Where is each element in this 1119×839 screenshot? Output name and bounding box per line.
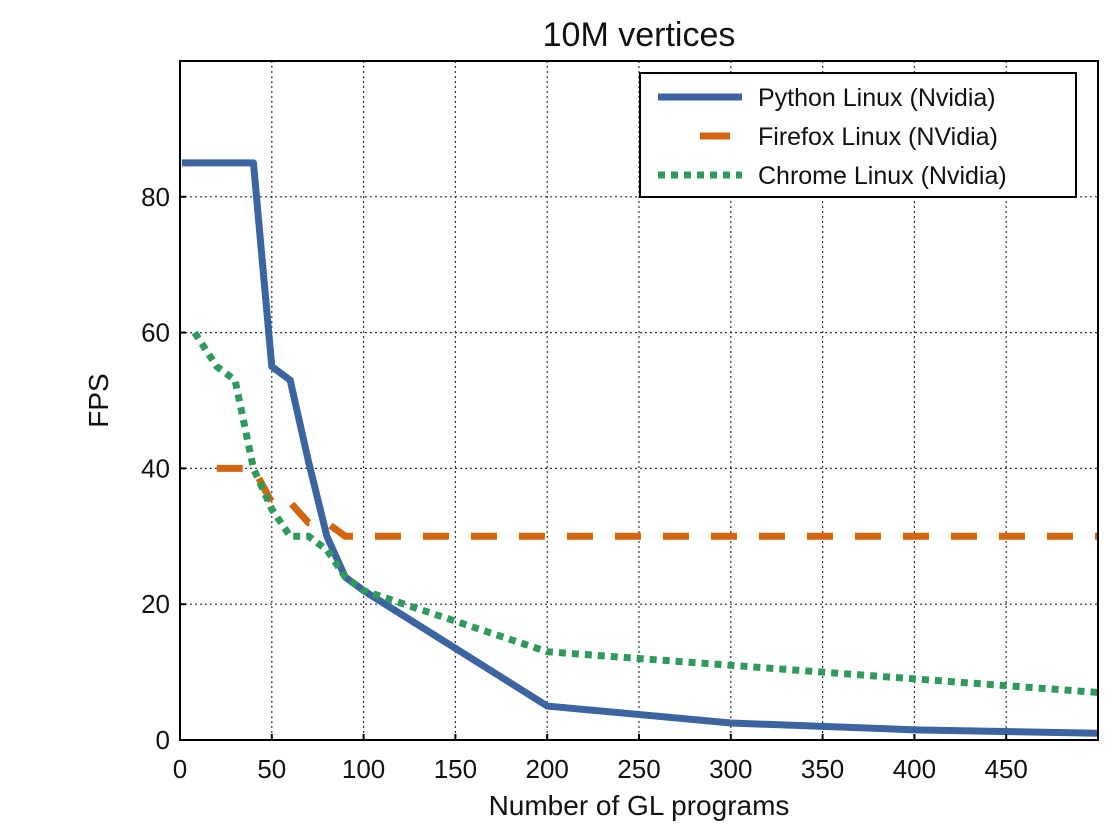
x-tick-label: 200	[526, 754, 569, 784]
x-tick-label: 250	[617, 754, 660, 784]
series-line-1	[181, 159, 1098, 737]
series-line-2	[216, 464, 1098, 540]
series-line-3	[191, 330, 1098, 696]
x-tick-label: 350	[801, 754, 844, 784]
legend: Python Linux (Nvidia) Firefox Linux (NVid…	[639, 72, 1077, 198]
y-tick-label: 0	[156, 725, 170, 755]
legend-label-3: Chrome Linux (Nvidia)	[758, 162, 1007, 190]
y-axis-label: FPS	[83, 373, 114, 427]
x-tick-label: 50	[257, 754, 286, 784]
axis-ticks: 0 50 100 150 200 250 300 350 400 450 0 20 40 60 80	[141, 182, 1028, 784]
x-tick-label: 450	[985, 754, 1028, 784]
x-tick-label: 300	[709, 754, 752, 784]
grid	[179, 61, 1098, 741]
legend-label-1: Python Linux (Nvidia)	[758, 84, 996, 112]
y-tick-label: 80	[141, 182, 170, 212]
series-lines	[181, 159, 1098, 737]
legend-label-2: Firefox Linux (NVidia)	[758, 123, 998, 151]
x-tick-label: 100	[342, 754, 385, 784]
y-tick-label: 60	[141, 318, 170, 348]
chart-title: 10M vertices	[543, 16, 736, 54]
y-tick-label: 20	[141, 589, 170, 619]
x-tick-label: 150	[434, 754, 477, 784]
x-tick-label: 0	[173, 754, 187, 784]
y-tick-label: 40	[141, 453, 170, 483]
x-axis-label: Number of GL programs	[489, 790, 790, 821]
x-tick-label: 400	[893, 754, 936, 784]
